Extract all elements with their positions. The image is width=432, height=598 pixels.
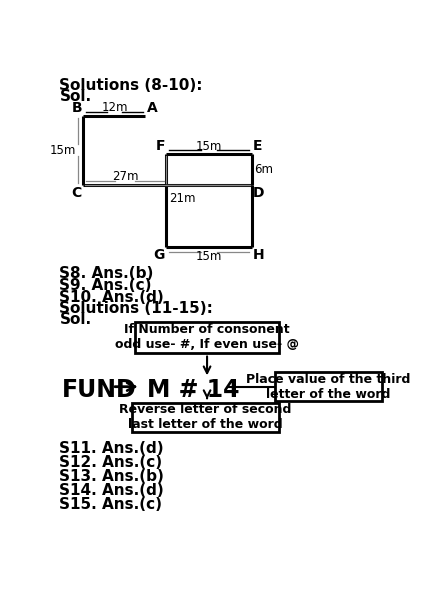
Text: S9. Ans.(c): S9. Ans.(c) — [60, 278, 152, 293]
Bar — [135, 322, 279, 353]
Text: S8. Ans.(b): S8. Ans.(b) — [60, 266, 154, 281]
Text: Reverse letter of second
last letter of the word: Reverse letter of second last letter of … — [119, 404, 291, 432]
Text: A: A — [147, 101, 158, 115]
Text: B: B — [71, 101, 82, 115]
Text: F: F — [156, 139, 165, 153]
Text: Solutions (11-15):: Solutions (11-15): — [60, 301, 213, 316]
Text: 21m: 21m — [169, 192, 195, 205]
Text: 12m: 12m — [101, 101, 128, 114]
Text: 27m: 27m — [111, 170, 138, 184]
Text: 6m: 6m — [254, 163, 273, 176]
Text: Sol.: Sol. — [60, 89, 92, 103]
Bar — [275, 372, 382, 401]
Text: M # 14: M # 14 — [147, 378, 239, 402]
Text: If Number of consonent
odd use- #, If even use- @: If Number of consonent odd use- #, If ev… — [115, 324, 299, 352]
Text: 15m: 15m — [196, 249, 222, 263]
Text: S11. Ans.(d): S11. Ans.(d) — [60, 441, 164, 456]
Text: Sol.: Sol. — [60, 312, 92, 327]
Text: S14. Ans.(d): S14. Ans.(d) — [60, 483, 164, 498]
Text: G: G — [153, 248, 165, 262]
Text: Solutions (8-10):: Solutions (8-10): — [60, 78, 203, 93]
Text: FUND: FUND — [62, 378, 137, 402]
Text: S13. Ans.(b): S13. Ans.(b) — [60, 469, 164, 484]
Text: H: H — [253, 248, 265, 262]
Text: 15m: 15m — [49, 144, 76, 157]
Text: E: E — [253, 139, 263, 153]
Bar — [131, 403, 279, 432]
Text: S10. Ans.(d): S10. Ans.(d) — [60, 291, 164, 306]
Text: C: C — [72, 186, 82, 200]
Text: Place value of the third
letter of the word: Place value of the third letter of the w… — [246, 373, 410, 401]
Text: S15. Ans.(c): S15. Ans.(c) — [60, 497, 162, 512]
Text: 15m: 15m — [196, 139, 222, 152]
Text: S12. Ans.(c): S12. Ans.(c) — [60, 455, 162, 470]
Text: D: D — [253, 186, 265, 200]
